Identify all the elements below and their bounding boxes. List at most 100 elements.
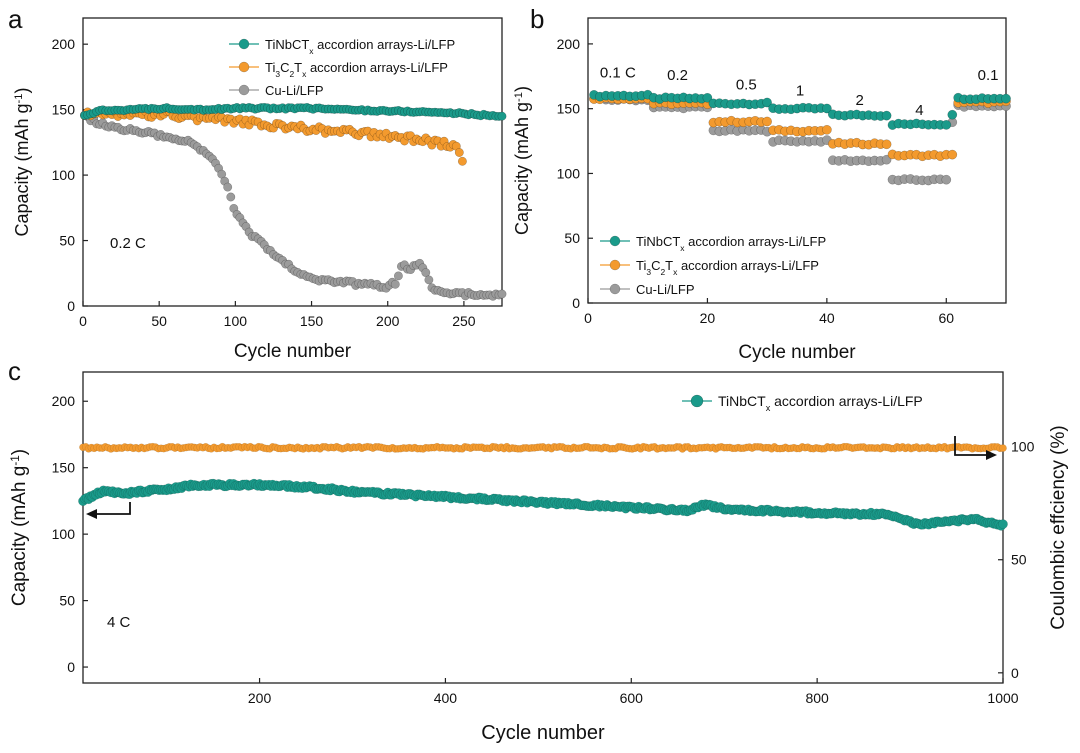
data-point <box>941 120 952 130</box>
y-tick-label: 150 <box>52 460 76 476</box>
data-point <box>881 139 892 150</box>
y-tick-label: 0 <box>67 659 75 675</box>
right-axis-arrowhead <box>986 450 997 460</box>
data-point <box>999 444 1007 452</box>
legend-marker <box>238 61 250 73</box>
legend-marker <box>609 283 621 295</box>
rate-label: 0.5 <box>736 76 757 93</box>
legend-item: Cu-Li/LFP <box>600 282 695 297</box>
data-point <box>762 97 772 108</box>
legend: TiNbCTx accordion arrays-Li/LFP Ti3C2Tx a… <box>600 234 826 297</box>
x-tick-label: 0 <box>584 310 592 326</box>
legend-item: TiNbCTx accordion arrays-Li/LFP <box>682 393 923 413</box>
y-tick-label: 100 <box>557 165 581 181</box>
data-point <box>223 182 233 192</box>
panel-label-b: b <box>530 4 544 34</box>
legend: TiNbCTx accordion arrays-Li/LFP Ti3C2Tx a… <box>229 37 455 98</box>
x-tick-label: 250 <box>452 313 476 329</box>
legend-marker <box>238 84 250 96</box>
y2-tick-label: 50 <box>1011 552 1027 568</box>
rate-label: 0.1 C <box>600 65 636 82</box>
plot-frame-b <box>587 17 1007 304</box>
y-tick-label: 150 <box>557 101 581 117</box>
y-tick-label: 0 <box>67 298 75 314</box>
data-point <box>702 92 713 103</box>
rate-label: 4 <box>915 102 923 119</box>
x-tick-label: 200 <box>248 690 272 706</box>
right-axis-arrow-line <box>954 436 988 456</box>
data-point <box>497 111 507 121</box>
legend-label: TiNbCTx accordion arrays-Li/LFP <box>636 234 826 253</box>
left-axis-arrowhead <box>86 509 97 519</box>
left-axis-arrow-line <box>95 502 131 515</box>
data-point <box>457 156 467 166</box>
legend-label: TiNbCTx accordion arrays-Li/LFP <box>265 37 455 56</box>
chart-panel-a: a 0 50 100 150 200 250 0 50 100 150 200 Cycle number… <box>8 4 507 362</box>
x-tick-label: 400 <box>434 690 458 706</box>
rate-label: 0.2 <box>667 67 688 84</box>
data-point <box>424 275 434 285</box>
data-point <box>881 110 892 121</box>
legend-item: TiNbCTx accordion arrays-Li/LFP <box>229 37 455 56</box>
rate-label: 1 <box>796 83 804 100</box>
legend-marker <box>238 38 250 50</box>
data-point <box>822 124 832 135</box>
y-tick-label: 0 <box>572 295 580 311</box>
legend-item: Ti3C2Tx accordion arrays-Li/LFP <box>600 258 819 277</box>
rate-label: 2 <box>856 92 864 109</box>
data-point <box>421 268 431 278</box>
data-point <box>881 154 892 165</box>
x-tick-label: 40 <box>819 310 835 326</box>
y-tick-label: 200 <box>52 393 76 409</box>
x-tick-label: 600 <box>620 690 644 706</box>
series-teal <box>78 478 1008 531</box>
y-axis-label: Capacity (mAh g-1) <box>12 88 32 237</box>
data-point <box>393 271 403 281</box>
legend-item: Ti3C2Tx accordion arrays-Li/LFP <box>229 60 448 79</box>
data-point <box>762 116 772 127</box>
y-tick-label: 100 <box>52 167 76 183</box>
x-tick-label: 1000 <box>987 690 1018 706</box>
legend-label: Ti3C2Tx accordion arrays-Li/LFP <box>636 258 819 277</box>
series-orange <box>79 442 1007 453</box>
plot-frame-c <box>82 371 1004 684</box>
x-tick-label: 60 <box>938 310 954 326</box>
x-tick-label: 150 <box>300 313 324 329</box>
y-tick-label: 100 <box>52 526 76 542</box>
x-tick-label: 0 <box>79 313 87 329</box>
rate-annotation: 4 C <box>107 614 131 631</box>
legend: TiNbCTx accordion arrays-Li/LFP <box>682 393 923 413</box>
y-tick-label: 50 <box>59 593 75 609</box>
y2-tick-label: 0 <box>1011 665 1019 681</box>
panel-label-a: a <box>8 4 23 34</box>
data-point <box>947 149 958 160</box>
x-tick-label: 200 <box>376 313 400 329</box>
legend-item: Cu-Li/LFP <box>229 83 324 98</box>
series-teal <box>589 89 1011 130</box>
legend-label: Cu-Li/LFP <box>636 282 695 297</box>
y-tick-label: 200 <box>52 36 76 52</box>
y-tick-label: 50 <box>59 233 75 249</box>
y2-tick-label: 100 <box>1011 439 1035 455</box>
legend-marker <box>690 394 704 408</box>
legend-label: TiNbCTx accordion arrays-Li/LFP <box>718 393 923 413</box>
y-tick-label: 200 <box>557 36 581 52</box>
data-point <box>1001 93 1011 104</box>
y-axis-label: Capacity (mAh g-1) <box>512 86 532 235</box>
x-tick-label: 50 <box>151 313 167 329</box>
data-point <box>454 148 464 157</box>
chart-panel-b: b 0 20 40 60 0 50 100 150 200 Cycle number Capacity… <box>512 4 1011 363</box>
x-tick-label: 20 <box>700 310 716 326</box>
x-axis-label: Cycle number <box>738 342 856 363</box>
panel-label-c: c <box>8 356 21 386</box>
x-axis-label: Cycle number <box>234 341 352 362</box>
x-axis-label: Cycle number <box>481 722 605 744</box>
data-point <box>497 289 507 299</box>
data-point <box>947 109 958 120</box>
y2-axis-label: Coulombic effciency (%) <box>1048 425 1069 630</box>
y-axis-label: Capacity (mAh g-1) <box>9 449 31 606</box>
rate-annotation: 0.2 C <box>110 235 146 252</box>
data-point <box>226 192 236 202</box>
data-point <box>941 174 952 185</box>
